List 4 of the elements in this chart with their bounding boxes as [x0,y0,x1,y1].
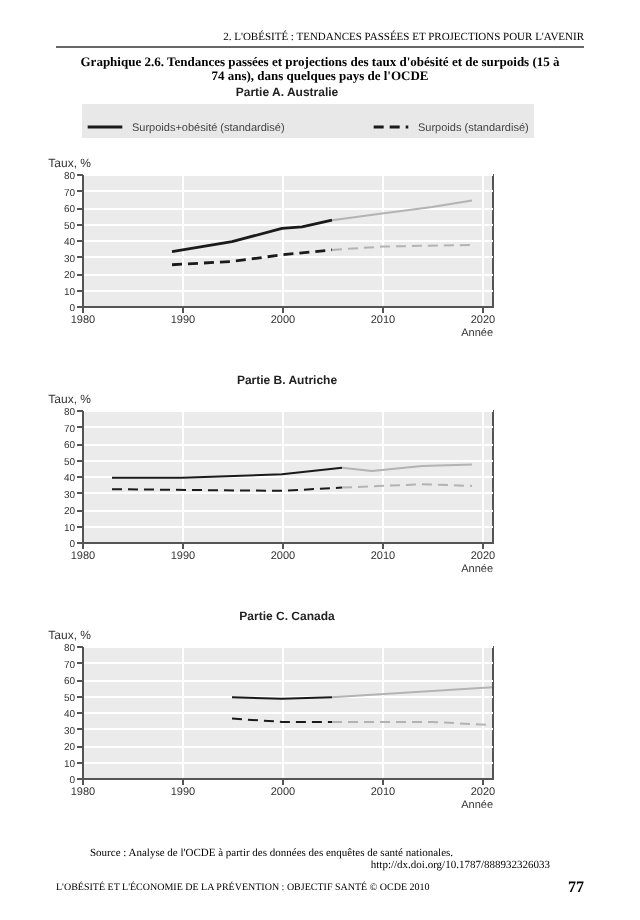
text: 77 [568,878,584,896]
line-series [331,199,473,222]
line-series [170,218,334,253]
line-series [170,248,334,267]
